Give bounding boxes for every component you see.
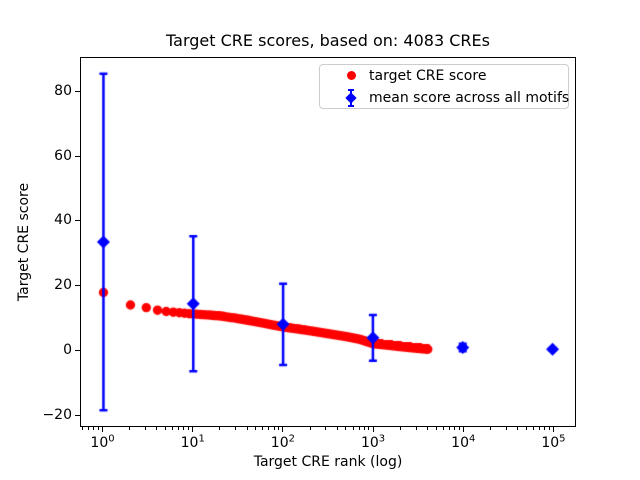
- x-minor-tick-mark: [273, 427, 275, 430]
- x-minor-tick-mark: [454, 427, 456, 430]
- y-tick-label: −20: [42, 406, 72, 423]
- x-minor-tick-mark: [309, 427, 311, 430]
- x-minor-tick-mark: [358, 427, 360, 430]
- x-minor-tick-mark: [246, 427, 248, 430]
- x-minor-tick-mark: [178, 427, 180, 430]
- x-minor-tick-mark: [458, 427, 460, 430]
- x-minor-tick-mark: [235, 427, 237, 430]
- x-minor-tick-mark: [505, 427, 507, 430]
- x-minor-tick-mark: [93, 427, 95, 430]
- y-tick-mark: [75, 349, 80, 351]
- x-minor-tick-mark: [145, 427, 147, 430]
- x-minor-tick-mark: [165, 427, 167, 430]
- x-tick-mark: [192, 427, 194, 432]
- x-minor-tick-mark: [415, 427, 417, 430]
- x-minor-tick-mark: [538, 427, 540, 430]
- x-tick-label: 101: [180, 433, 205, 451]
- y-tick-label: 80: [54, 83, 72, 100]
- red-dot-marker-icon: [339, 65, 363, 87]
- x-minor-tick-mark: [363, 427, 365, 430]
- x-minor-tick-mark: [345, 427, 347, 430]
- x-tick-label: 104: [451, 433, 476, 451]
- x-minor-tick-mark: [97, 427, 99, 430]
- x-minor-tick-mark: [517, 427, 519, 430]
- plot-area: [80, 57, 576, 427]
- x-minor-tick-mark: [188, 427, 190, 430]
- legend-label: mean score across all motifs: [369, 89, 570, 106]
- x-minor-tick-mark: [219, 427, 221, 430]
- x-minor-tick-mark: [399, 427, 401, 430]
- y-tick-label: 20: [54, 277, 72, 294]
- y-tick-mark: [75, 91, 80, 93]
- x-tick-mark: [282, 427, 284, 432]
- x-minor-tick-mark: [82, 427, 84, 430]
- x-minor-tick-mark: [325, 427, 327, 430]
- y-tick-label: 60: [54, 147, 72, 164]
- x-minor-tick-mark: [255, 427, 257, 430]
- chart-title: Target CRE scores, based on: 4083 CREs: [166, 31, 490, 50]
- legend-label: target CRE score: [369, 67, 487, 84]
- x-minor-tick-mark: [544, 427, 546, 430]
- x-minor-tick-mark: [262, 427, 264, 430]
- y-tick-mark: [75, 155, 80, 157]
- x-minor-tick-mark: [442, 427, 444, 430]
- x-minor-tick-mark: [183, 427, 185, 430]
- y-tick-label: 0: [63, 341, 72, 358]
- x-minor-tick-mark: [368, 427, 370, 430]
- x-minor-tick-mark: [129, 427, 131, 430]
- x-minor-tick-mark: [278, 427, 280, 430]
- legend: target CRE score mean score across all m…: [319, 64, 569, 109]
- x-tick-label: 105: [541, 433, 566, 451]
- y-tick-mark: [75, 220, 80, 222]
- y-tick-label: 40: [54, 212, 72, 229]
- legend-item: target CRE score: [339, 65, 568, 87]
- x-minor-tick-mark: [435, 427, 437, 430]
- x-minor-tick-mark: [88, 427, 90, 430]
- x-minor-tick-mark: [172, 427, 174, 430]
- x-tick-mark: [552, 427, 554, 432]
- x-tick-mark: [102, 427, 104, 432]
- x-minor-tick-mark: [532, 427, 534, 430]
- blue-diamond-errorbar-marker-icon: [339, 87, 363, 109]
- y-tick-mark: [75, 414, 80, 416]
- x-minor-tick-mark: [268, 427, 270, 430]
- x-minor-tick-mark: [548, 427, 550, 430]
- x-minor-tick-mark: [156, 427, 158, 430]
- x-minor-tick-mark: [448, 427, 450, 430]
- x-minor-tick-mark: [489, 427, 491, 430]
- x-tick-mark: [462, 427, 464, 432]
- x-tick-label: 102: [270, 433, 295, 451]
- x-minor-tick-mark: [426, 427, 428, 430]
- x-minor-tick-mark: [336, 427, 338, 430]
- y-tick-mark: [75, 285, 80, 287]
- plot-canvas: [81, 58, 575, 426]
- legend-item: mean score across all motifs: [339, 87, 570, 109]
- x-tick-mark: [372, 427, 374, 432]
- x-minor-tick-mark: [352, 427, 354, 430]
- y-axis-label: Target CRE score: [16, 182, 32, 302]
- x-tick-label: 100: [90, 433, 115, 451]
- x-tick-label: 103: [360, 433, 386, 451]
- x-minor-tick-mark: [525, 427, 527, 430]
- x-axis-label: Target CRE rank (log): [253, 454, 403, 470]
